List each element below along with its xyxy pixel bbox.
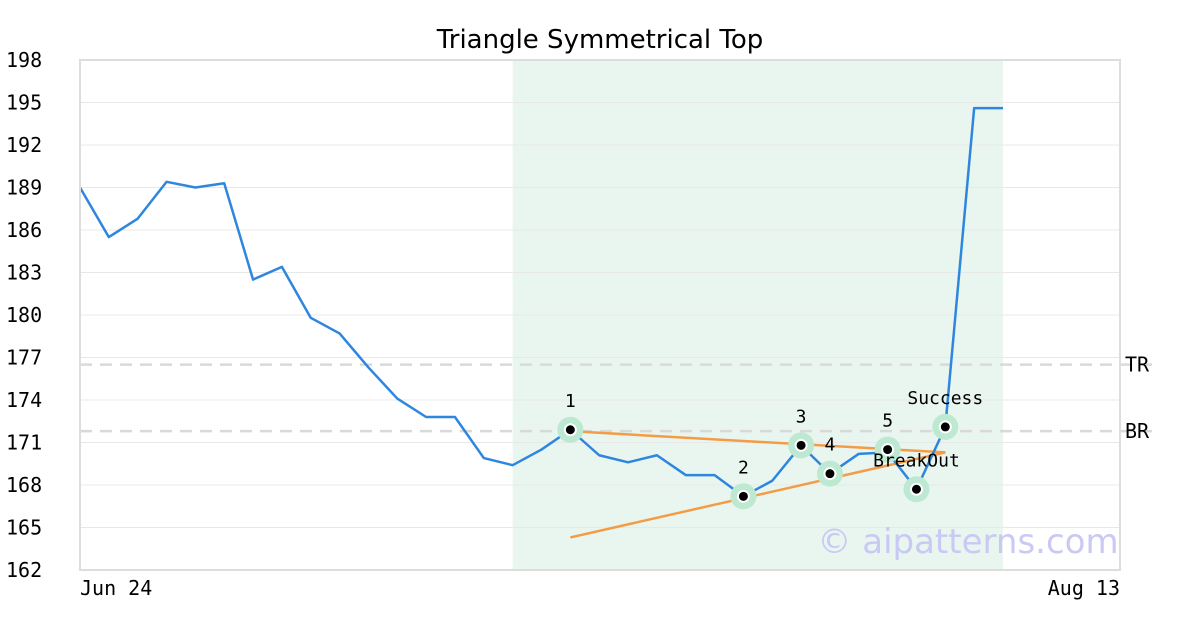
point-label: 5 bbox=[882, 411, 893, 432]
y-tick-label: 189 bbox=[6, 176, 42, 200]
y-tick-label: 168 bbox=[6, 473, 42, 497]
y-tick-label: 192 bbox=[6, 133, 42, 157]
point-label: BreakOut bbox=[873, 450, 960, 471]
reference-label-tr: TR bbox=[1125, 353, 1150, 377]
point-label: 3 bbox=[796, 406, 807, 427]
y-tick-label: 195 bbox=[6, 91, 42, 115]
point-dot bbox=[823, 467, 837, 481]
point-dot bbox=[736, 489, 750, 503]
y-tick-label: 177 bbox=[6, 346, 42, 370]
point-dot bbox=[909, 482, 923, 496]
reference-label-br: BR bbox=[1125, 419, 1150, 443]
point-dot bbox=[881, 443, 895, 457]
chart-title: Triangle Symmetrical Top bbox=[436, 25, 764, 55]
x-tick-label-end: Aug 13 bbox=[1048, 576, 1120, 600]
point-label: 4 bbox=[825, 435, 836, 456]
watermark: © aipatterns.com bbox=[817, 522, 1118, 562]
y-tick-label: 186 bbox=[6, 218, 42, 242]
price-line bbox=[78, 106, 1003, 498]
x-tick-label-start: Jun 24 bbox=[80, 576, 152, 600]
point-dot bbox=[563, 423, 577, 437]
y-tick-label: 183 bbox=[6, 261, 42, 285]
point-label: 2 bbox=[738, 457, 749, 478]
lower-trendline bbox=[570, 451, 946, 539]
plot-frame bbox=[79, 59, 1121, 571]
point-label: 1 bbox=[565, 391, 576, 412]
point-label: Success bbox=[907, 388, 983, 409]
y-tick-label: 174 bbox=[6, 388, 42, 412]
y-tick-label: 165 bbox=[6, 516, 42, 540]
y-tick-label: 162 bbox=[6, 558, 42, 582]
y-tick-label: 198 bbox=[6, 48, 42, 72]
point-dot bbox=[938, 420, 952, 434]
point-dot bbox=[794, 438, 808, 452]
y-tick-label: 180 bbox=[6, 303, 42, 327]
y-tick-label: 171 bbox=[6, 431, 42, 455]
